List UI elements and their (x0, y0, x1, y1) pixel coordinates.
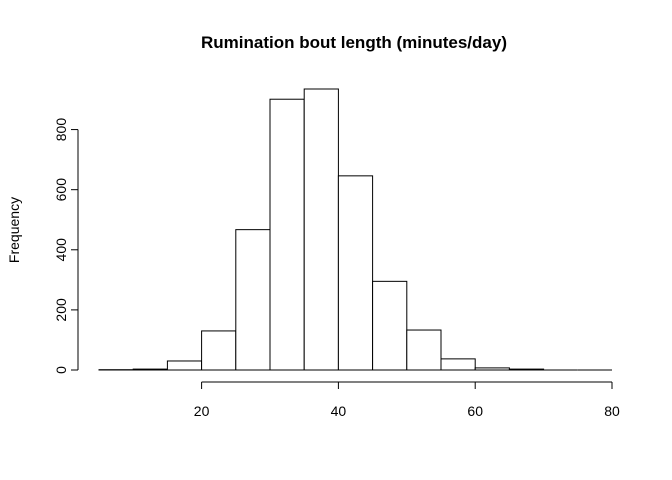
y-tick-label: 600 (53, 178, 69, 202)
y-tick-label: 800 (53, 118, 69, 142)
histogram-bar (201, 330, 237, 371)
x-tick-label: 80 (604, 403, 620, 419)
y-tick-label: 200 (53, 298, 69, 322)
x-tick-label: 40 (331, 403, 347, 419)
histogram-bar (166, 360, 203, 371)
bars-group (98, 88, 612, 371)
x-tick-label: 60 (467, 403, 483, 419)
chart-title: Rumination bout length (minutes/day) (201, 33, 507, 52)
histogram-bar (132, 368, 168, 371)
histogram-bar (440, 358, 476, 371)
histogram-bar (508, 368, 545, 371)
histogram-bar (303, 88, 339, 371)
histogram-bar (269, 98, 305, 371)
histogram-bar (474, 367, 510, 371)
x-axis: 20 40 60 80 (194, 381, 620, 419)
histogram-bar (372, 280, 408, 371)
x-tick-label: 20 (194, 403, 210, 419)
y-tick-label: 400 (53, 238, 69, 262)
y-axis: 0 200 400 600 800 (53, 118, 79, 374)
y-axis-label: Frequency (6, 197, 22, 263)
histogram-bar (406, 329, 442, 371)
y-tick-label: 0 (53, 366, 69, 374)
histogram-bar (235, 229, 271, 371)
histogram-bar (337, 175, 374, 371)
